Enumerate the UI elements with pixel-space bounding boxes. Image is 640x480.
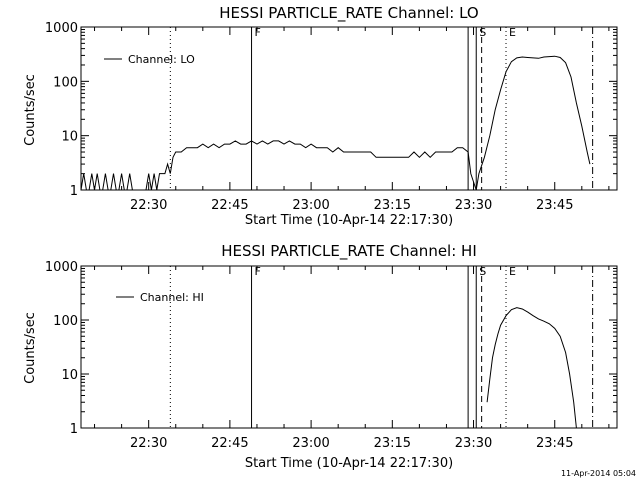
lo-x-tick-label: 23:30 [455,198,492,213]
hi-marker-label: F [255,265,261,278]
hi-channel-panel: HESSI PARTICLE_RATE Channel: HI Start Ti… [23,242,618,471]
lo-channel-panel: HESSI PARTICLE_RATE Channel: LO Start Ti… [23,4,618,228]
hi-x-axis-label: Start Time (10-Apr-14 22:17:30) [245,456,453,471]
lo-marker-label: S [479,26,486,39]
lo-marker-label: F [255,26,261,39]
hi-chart-title: HESSI PARTICLE_RATE Channel: HI [221,242,477,261]
hi-x-tick-label: 23:30 [455,436,492,451]
hi-series-line [486,307,577,429]
lo-series-line [80,55,591,191]
hi-y-tick-label: 100 [53,314,78,329]
lo-y-tick-label: 100 [53,75,78,90]
hi-plot-frame [80,265,618,429]
hi-x-tick-label: 22:30 [130,436,167,451]
hi-marker-label: S [479,265,486,278]
hi-y-axis-label: Counts/sec [23,312,38,384]
lo-x-tick-label: 23:00 [292,198,329,213]
lo-x-tick-label: 22:30 [130,198,167,213]
lo-plot-frame [80,26,618,191]
lo-x-axis-label: Start Time (10-Apr-14 22:17:30) [245,213,453,228]
lo-y-tick-label: 10 [61,130,78,145]
lo-y-tick-label: 1 [70,184,78,199]
hi-y-tick-label: 1 [70,422,78,437]
lo-y-axis-label: Counts/sec [23,74,38,146]
lo-legend-label: Channel: LO [128,53,195,66]
hi-y-tick-label: 1000 [45,260,78,275]
hi-x-tick-label: 23:45 [536,436,573,451]
hi-legend-label: Channel: HI [140,291,204,304]
hi-marker-label: E [509,265,516,278]
hi-y-tick-label: 10 [61,368,78,383]
lo-chart-title: HESSI PARTICLE_RATE Channel: LO [219,4,478,23]
lo-marker-label: E [509,26,516,39]
hi-x-tick-label: 23:00 [292,436,329,451]
lo-x-tick-label: 23:15 [374,198,411,213]
lo-x-tick-label: 22:45 [211,198,248,213]
lo-x-tick-label: 23:45 [536,198,573,213]
lo-y-tick-label: 1000 [45,21,78,36]
footer-timestamp: 11-Apr-2014 05:04 [561,469,636,478]
hi-x-tick-label: 22:45 [211,436,248,451]
hi-x-tick-label: 23:15 [374,436,411,451]
